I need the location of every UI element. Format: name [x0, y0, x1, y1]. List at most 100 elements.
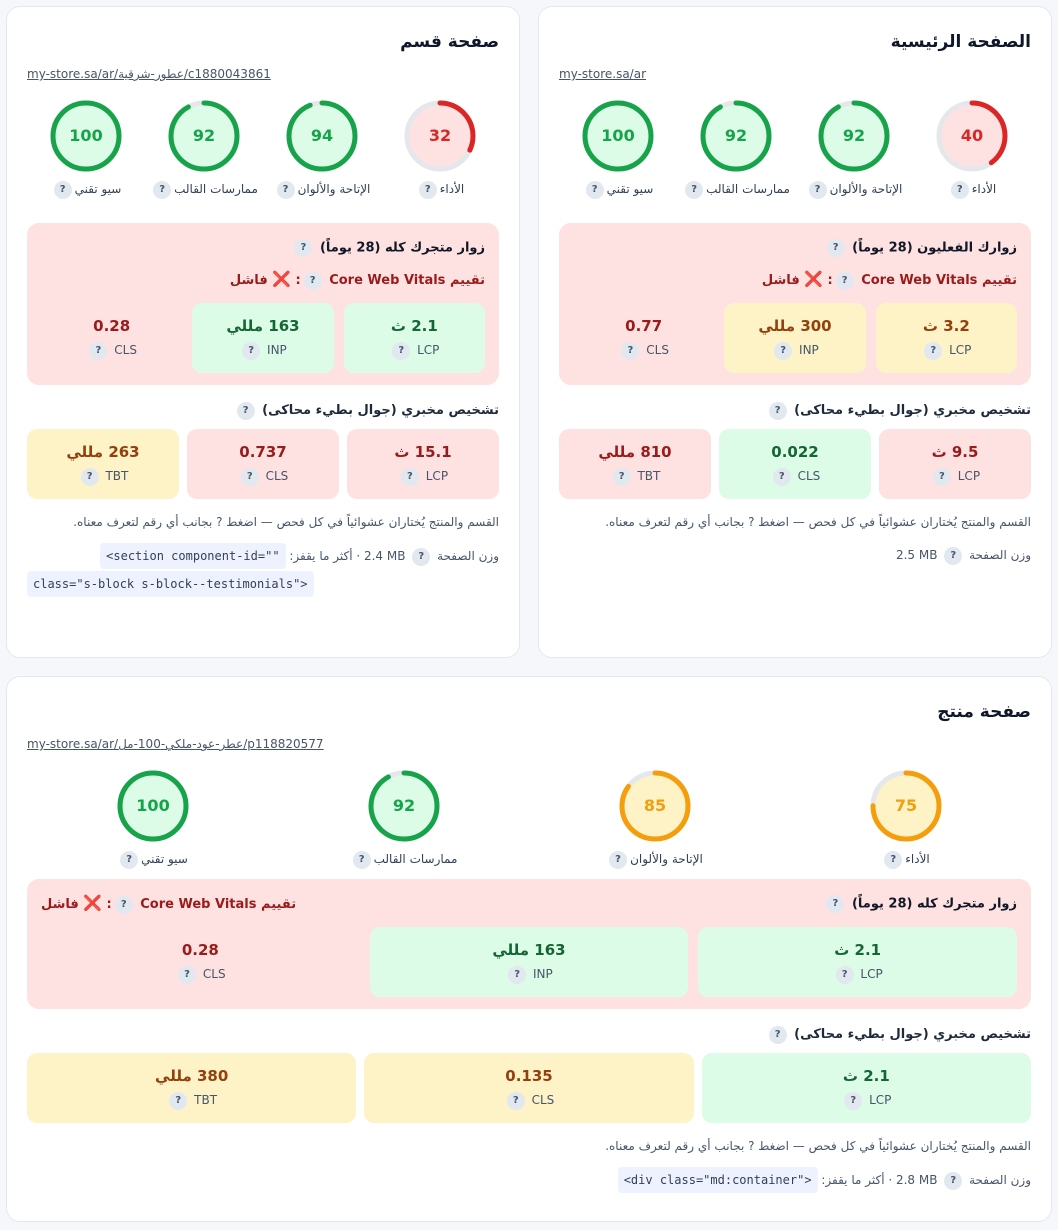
random-note: القسم والمنتج يُختاران عشوائياً في كل فح… — [605, 515, 1031, 529]
page-weight: وزن الصفحة ? 2.4 MB · أكثر ما يقفز: <sec… — [27, 543, 499, 597]
help-icon[interactable]: ? — [768, 1025, 787, 1044]
lab-title: تشخيص مخبري (جوال بطيء محاكى) — [794, 1027, 1031, 1042]
help-icon[interactable]: ? — [774, 341, 793, 360]
help-icon[interactable]: ? — [826, 239, 845, 257]
help-icon[interactable]: ? — [612, 467, 631, 486]
metric-label: LCP — [957, 469, 981, 483]
score-value: 100 — [69, 126, 102, 145]
help-icon[interactable]: ? — [80, 467, 99, 486]
lab-metric: 2.1 ث LCP ? — [701, 1053, 1031, 1123]
score-seo: 100 سيو تقني? — [31, 99, 141, 215]
field-data-panel: زوار متجرك كله (28 يوماً) ? تقييم Core W… — [27, 223, 499, 385]
help-icon[interactable]: ? — [768, 401, 787, 420]
metric-value: 2.1 ث — [842, 1067, 890, 1085]
help-icon[interactable]: ? — [53, 180, 72, 199]
help-icon[interactable]: ? — [303, 271, 322, 290]
help-icon[interactable]: ? — [884, 850, 903, 869]
help-icon[interactable]: ? — [609, 850, 628, 869]
help-icon[interactable]: ? — [621, 341, 640, 360]
gauge-accessibility: 92 — [818, 100, 890, 172]
help-icon[interactable]: ? — [508, 965, 527, 984]
field-metric: 0.28 CLS ? — [41, 927, 360, 997]
lab-title: تشخيص مخبري (جوال بطيء محاكى) — [262, 403, 499, 418]
help-icon[interactable]: ? — [276, 180, 295, 199]
score-gauges: 75 الأداء? 85 الإتاحة والألوان? 92 ممارس… — [27, 769, 1031, 885]
weight-label: وزن الصفحة — [969, 1173, 1031, 1187]
score-value: 32 — [429, 126, 451, 145]
help-icon[interactable]: ? — [924, 341, 943, 360]
field-metric: 163 مللي INP ? — [192, 303, 334, 373]
score-seo: 100 سيو تقني? — [98, 769, 208, 885]
help-icon[interactable]: ? — [685, 180, 704, 199]
help-icon[interactable]: ? — [944, 546, 963, 565]
metric-value: 810 مللي — [598, 443, 672, 461]
weight-value: 2.5 MB — [895, 548, 938, 562]
score-label: الأداء — [905, 852, 930, 866]
help-icon[interactable]: ? — [242, 341, 261, 360]
score-label: الأداء — [439, 182, 465, 196]
metric-label: INP — [533, 967, 553, 981]
help-icon[interactable]: ? — [169, 1091, 188, 1110]
metric-label: LCP — [417, 343, 440, 357]
page-url-link[interactable]: my-store.sa/ar/عطور-شرقية/c1880043861 — [27, 67, 271, 81]
help-icon[interactable]: ? — [236, 401, 255, 420]
help-icon[interactable]: ? — [418, 180, 437, 199]
help-icon[interactable]: ? — [352, 850, 371, 869]
gauge-performance: 32 — [404, 100, 476, 172]
cwv-verdict: تقييم Core Web Vitals ?: ❌ فاشل — [229, 270, 485, 290]
help-icon[interactable]: ? — [412, 547, 431, 566]
help-icon[interactable]: ? — [585, 180, 604, 199]
card-category-page: صفحة قسم my-store.sa/ar/عطور-شرقية/c1880… — [6, 6, 520, 658]
lab-metric: 15.1 ث LCP ? — [347, 429, 499, 499]
metric-value: 0.77 — [625, 317, 663, 335]
metric-label: LCP — [860, 967, 883, 981]
verdict-prefix: تقييم — [261, 897, 297, 913]
verdict-prefix: تقييم — [981, 273, 1017, 289]
help-icon[interactable]: ? — [950, 180, 969, 199]
help-icon[interactable]: ? — [392, 341, 411, 360]
score-best-practices: 92 ممارسات القالب? — [681, 99, 791, 215]
help-icon[interactable]: ? — [808, 180, 827, 199]
score-label: ممارسات القالب — [373, 852, 458, 866]
help-icon[interactable]: ? — [294, 239, 313, 257]
field-metric: 0.28 CLS ? — [41, 303, 182, 373]
verdict-cwv: Core Web Vitals — [861, 273, 978, 289]
metric-label: TBT — [194, 1093, 218, 1107]
help-icon[interactable]: ? — [826, 895, 845, 913]
help-icon[interactable]: ? — [835, 271, 854, 290]
score-accessibility: 85 الإتاحة والألوان? — [600, 769, 710, 885]
metric-value: 0.737 — [239, 443, 287, 461]
page-url-link[interactable]: my-store.sa/ar/عطر-عود-ملكي-100-مل/p1188… — [27, 737, 324, 751]
page-url-link[interactable]: my-store.sa/ar — [559, 67, 647, 81]
help-icon[interactable]: ? — [178, 965, 197, 984]
help-icon[interactable]: ? — [932, 467, 951, 486]
field-metric: 3.2 ث LCP ? — [875, 303, 1017, 373]
help-icon[interactable]: ? — [506, 1091, 525, 1110]
metric-value: 9.5 ث — [931, 443, 979, 461]
metric-value: 0.28 — [181, 941, 219, 959]
page-weight: وزن الصفحة ? 2.5 MB — [559, 543, 1031, 567]
metric-label: CLS — [646, 343, 669, 357]
help-icon[interactable]: ? — [240, 467, 259, 486]
score-best-practices: 92 ممارسات القالب? — [149, 99, 259, 215]
score-label: ممارسات القالب — [174, 182, 258, 196]
random-note: القسم والمنتج يُختاران عشوائياً في كل فح… — [73, 515, 499, 529]
help-icon[interactable]: ? — [944, 1171, 963, 1190]
help-icon[interactable]: ? — [772, 467, 791, 486]
card-title: صفحة منتج — [937, 702, 1031, 722]
field-title: زوار متجرك كله (28 يوماً) — [319, 240, 485, 256]
help-icon[interactable]: ? — [120, 850, 139, 869]
gauge-seo: 100 — [117, 770, 188, 842]
help-icon[interactable]: ? — [153, 180, 172, 199]
weight-label: وزن الصفحة — [437, 549, 499, 563]
metric-label: LCP — [869, 1093, 892, 1107]
help-icon[interactable]: ? — [400, 467, 419, 486]
score-label: سيو تقني — [141, 852, 188, 866]
help-icon[interactable]: ? — [844, 1091, 863, 1110]
help-icon[interactable]: ? — [89, 341, 108, 360]
gauge-accessibility: 94 — [286, 100, 358, 172]
help-icon[interactable]: ? — [835, 965, 854, 984]
card-title: صفحة قسم — [400, 32, 499, 52]
help-icon[interactable]: ? — [114, 895, 133, 914]
lab-metric: 380 مللي TBT ? — [27, 1053, 357, 1123]
